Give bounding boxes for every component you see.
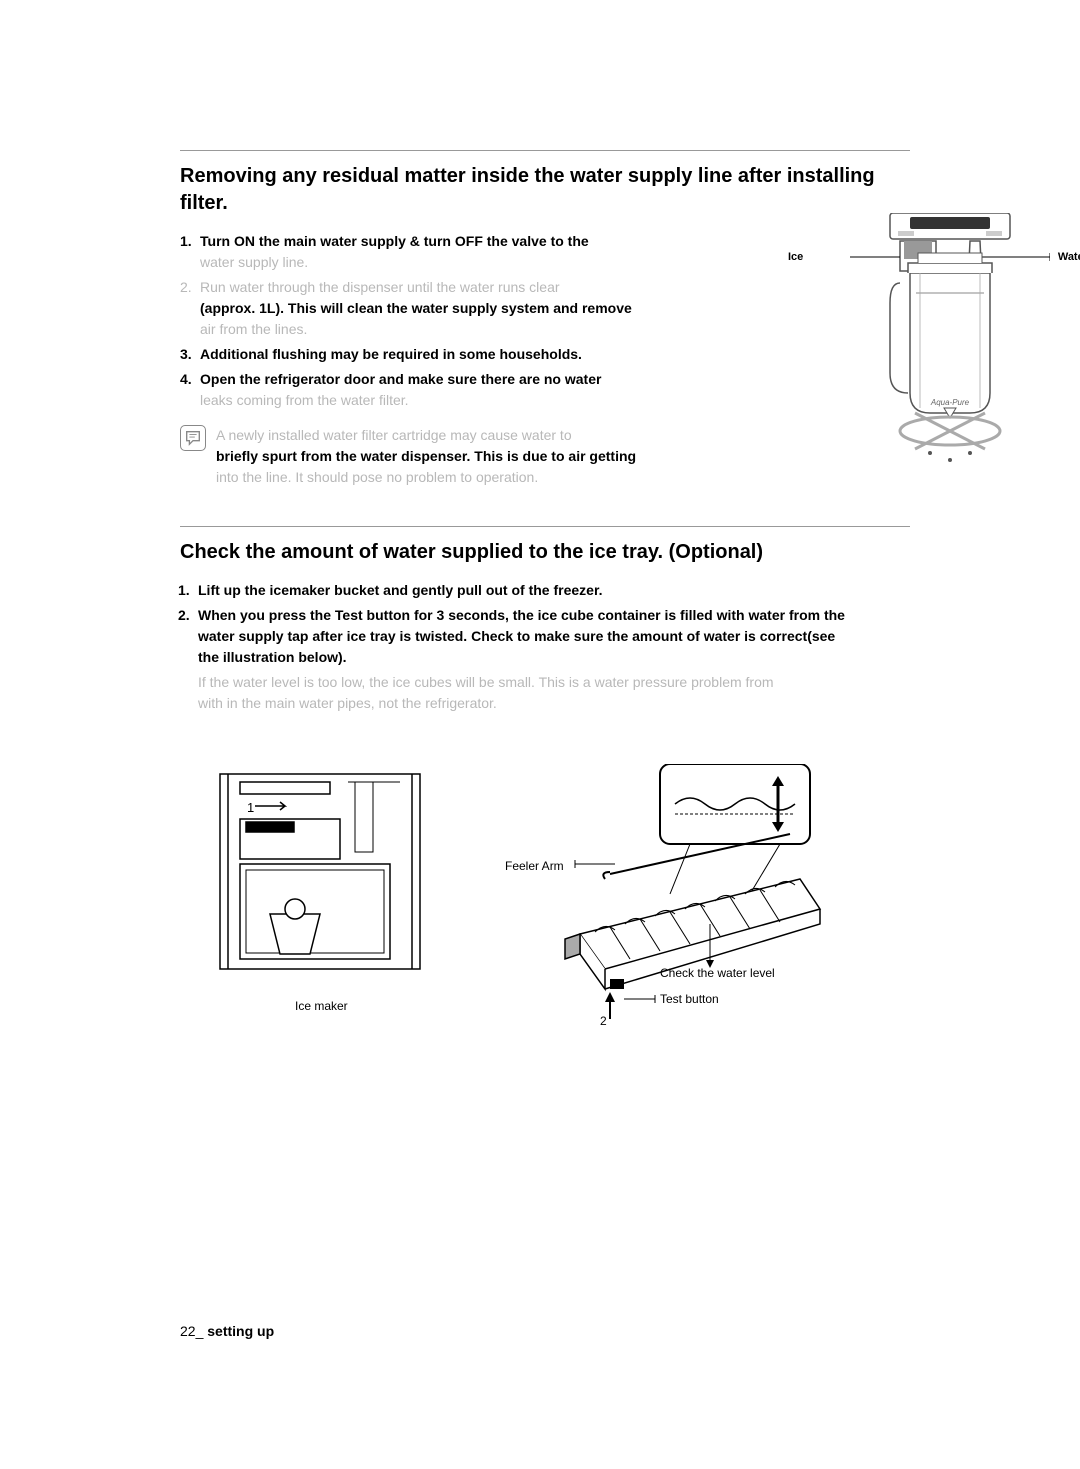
step1-bold: Turn ON the main water supply & turn OFF… [200,233,589,249]
s2-step2-a: When you press the Test button for 3 sec… [198,607,845,623]
step-1: 1. Turn ON the main water supply & turn … [200,231,660,273]
svg-text:Aqua-Pure: Aqua-Pure [930,398,970,407]
figure-icemaker: 1 Ice maker [200,764,460,1029]
step3-bold: Additional flushing may be required in s… [200,346,582,362]
step4-light: leaks coming from the water filter. [200,392,409,408]
section1-steps: 1. Turn ON the main water supply & turn … [180,231,660,411]
section2: Check the amount of water supplied to th… [180,526,910,1029]
figure-icetray: Feeler Arm Check the water level Test bu… [520,764,840,1029]
s2-light-a: If the water level is too low, the ice c… [180,672,910,693]
s2-num-2: 2. [178,605,190,626]
s2-step2-c: the illustration below). [198,649,347,665]
page-footer: 22_ setting up [180,1323,274,1339]
fig1-caption: Ice maker [295,999,348,1013]
section2-title: Check the amount of water supplied to th… [180,539,910,566]
note-text: A newly installed water filter cartridge… [216,425,636,488]
step-num-1: 1. [180,231,192,252]
test-button-label: Test button [660,992,719,1006]
note-icon [180,425,206,451]
step-2: 2. Run water through the dispenser until… [200,277,660,340]
page-number: 22_ [180,1323,203,1339]
section1-title: Removing any residual matter inside the … [180,163,910,217]
footer-section: setting up [203,1323,274,1339]
step2-prelight: Run water through the dispenser until th… [200,279,560,295]
page-content: Removing any residual matter inside the … [0,0,1080,1029]
dispenser-svg: Aqua-Pure [850,213,1050,463]
s2-step2-b: water supply tap after ice tray is twist… [198,628,835,644]
section1-body: 1. Turn ON the main water supply & turn … [180,231,910,488]
step-num-4: 4. [180,369,192,390]
section2-steps: 1. Lift up the icemaker bucket and gentl… [180,580,910,668]
s2-light-b: with in the main water pipes, not the re… [180,693,910,714]
step-num-2: 2. [180,277,192,298]
step4-bold: Open the refrigerator door and make sure… [200,371,601,387]
s2-step-2: 2. When you press the Test button for 3 … [198,605,910,668]
fig1-arrow-num: 1 [247,800,254,815]
note-row: A newly installed water filter cartridge… [180,425,700,488]
ice-label: Ice [788,251,803,263]
figures-row: 1 Ice maker [180,764,910,1029]
step-3: 3. Additional flushing may be required i… [200,344,660,365]
s2-step-1: 1. Lift up the icemaker bucket and gentl… [198,580,910,601]
step-num-3: 3. [180,344,192,365]
s2-num-1: 1. [178,580,190,601]
water-label: Water [1058,251,1080,263]
dispenser-figure: Ice Water [850,213,1050,463]
s2-step1-bold: Lift up the icemaker bucket and gently p… [198,582,603,598]
step2-bold: (approx. 1L). This will clean the water … [200,300,632,316]
fig2-arrow-num: 2 [600,1014,607,1028]
note-bold: briefly spurt from the water dispenser. … [216,448,636,464]
step-4: 4. Open the refrigerator door and make s… [200,369,660,411]
water-level-label: Check the water level [660,966,775,980]
feeler-arm-label: Feeler Arm [505,859,564,873]
divider-top-1 [180,150,910,151]
divider-top-2 [180,526,910,527]
note-post: into the line. It should pose no problem… [216,469,538,485]
step2-postlight: air from the lines. [200,321,307,337]
step1-light: water supply line. [200,254,308,270]
note-pre: A newly installed water filter cartridge… [216,427,572,443]
